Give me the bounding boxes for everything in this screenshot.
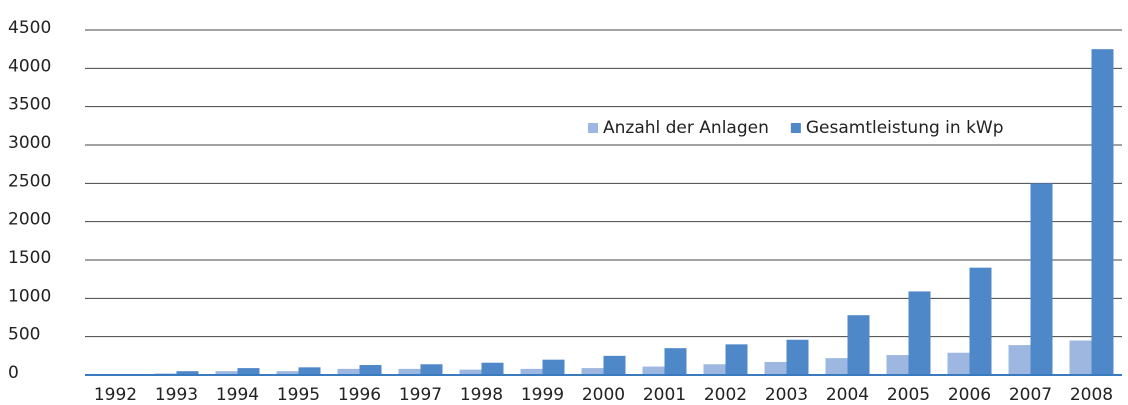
x-tick-label: 2000 xyxy=(582,385,625,405)
bar xyxy=(1008,345,1031,375)
bar xyxy=(969,267,992,375)
x-tick-label: 2008 xyxy=(1070,385,1113,405)
bar xyxy=(847,315,870,375)
bar xyxy=(1069,340,1092,375)
bar xyxy=(825,358,848,375)
bar xyxy=(176,371,199,375)
bar xyxy=(725,344,748,375)
bar xyxy=(1091,49,1114,376)
y-tick-label: 2000 xyxy=(8,210,51,230)
bar xyxy=(908,291,931,375)
x-tick-label: 2004 xyxy=(826,385,869,405)
x-tick-label: 2007 xyxy=(1009,385,1052,405)
bar xyxy=(520,368,543,375)
bar xyxy=(664,348,687,375)
bar xyxy=(337,368,360,375)
bar xyxy=(1030,183,1053,375)
bar xyxy=(481,362,504,375)
bar xyxy=(398,368,421,375)
x-tick-label: 2001 xyxy=(643,385,686,405)
bar xyxy=(703,364,726,375)
bar xyxy=(298,367,321,375)
x-tick-label: 2002 xyxy=(704,385,747,405)
bar xyxy=(642,366,665,375)
bar xyxy=(581,368,604,375)
y-tick-label: 3500 xyxy=(8,95,51,115)
bar xyxy=(237,368,260,375)
y-tick-label: 1500 xyxy=(8,248,51,268)
x-tick-label: 1999 xyxy=(521,385,564,405)
y-tick-label: 1000 xyxy=(8,286,51,306)
bar xyxy=(542,359,565,375)
x-tick-label: 2006 xyxy=(948,385,991,405)
x-tick-label: 1992 xyxy=(94,385,137,405)
bar xyxy=(459,369,482,375)
y-tick-label: 2500 xyxy=(8,171,51,191)
x-tick-label: 2005 xyxy=(887,385,930,405)
bar xyxy=(886,355,909,375)
y-tick-label: 500 xyxy=(8,325,40,345)
bar xyxy=(947,352,970,375)
bar xyxy=(603,355,626,375)
legend-swatch xyxy=(588,123,598,133)
bar xyxy=(786,339,809,375)
bar xyxy=(764,361,787,375)
y-tick-label: 0 xyxy=(8,363,19,383)
bar xyxy=(420,364,443,375)
x-tick-label: 1998 xyxy=(460,385,503,405)
x-tick-label: 1994 xyxy=(216,385,259,405)
x-tick-label: 1993 xyxy=(155,385,198,405)
legend-label: Gesamtleistung in kWp xyxy=(806,118,1004,138)
y-tick-label: 3000 xyxy=(8,133,51,153)
bar xyxy=(276,371,299,375)
x-tick-label: 1997 xyxy=(399,385,442,405)
bar xyxy=(215,371,238,375)
y-tick-label: 4500 xyxy=(8,18,51,38)
legend-swatch xyxy=(790,123,801,133)
x-tick-label: 1995 xyxy=(277,385,320,405)
bar xyxy=(359,365,382,375)
x-tick-label: 2003 xyxy=(765,385,808,405)
x-tick-label: 1996 xyxy=(338,385,381,405)
y-tick-label: 4000 xyxy=(8,56,51,76)
legend-label: Anzahl der Anlagen xyxy=(603,118,769,138)
